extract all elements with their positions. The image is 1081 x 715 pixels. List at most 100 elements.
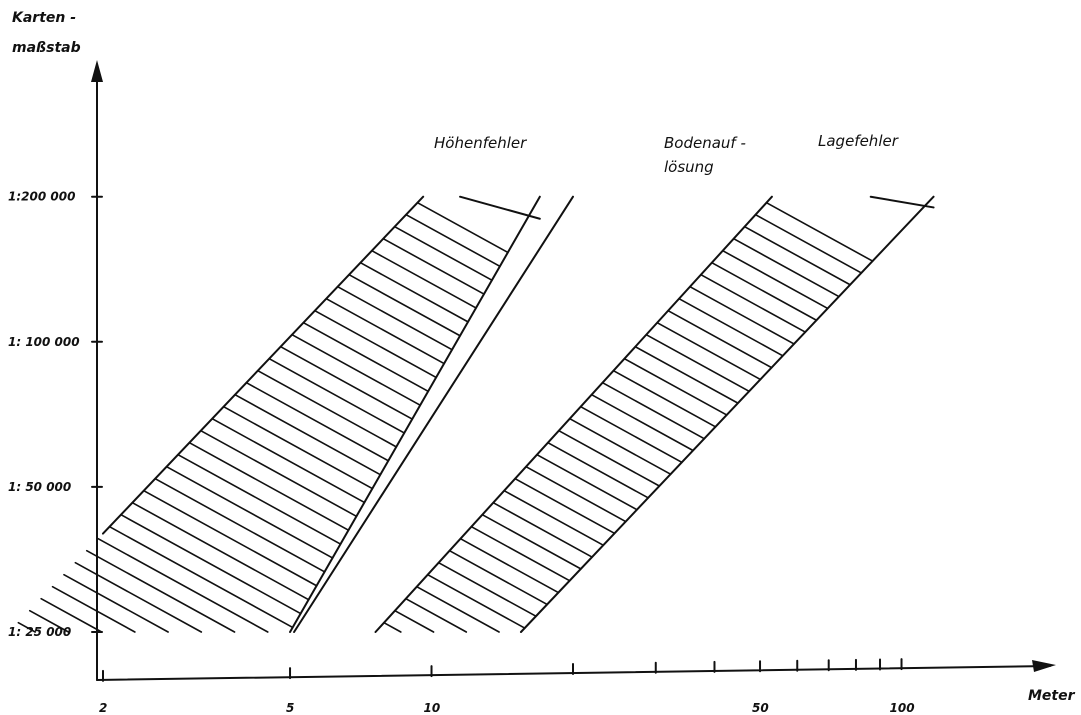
hatch-line <box>568 417 672 475</box>
hatch-line <box>470 525 571 582</box>
band-top-stroke <box>459 195 541 220</box>
y-tick-label: 1: 25 000 <box>8 625 71 639</box>
series-line <box>293 195 574 633</box>
hatch-line <box>514 477 616 535</box>
plot-area <box>17 195 935 633</box>
hatch-line <box>393 225 493 281</box>
y-tick-label: 1: 100 000 <box>8 335 80 349</box>
hatch-line <box>120 513 302 615</box>
hatch-line <box>656 321 762 381</box>
series-label-hoehenfehler: Höhenfehler <box>434 134 527 152</box>
hatch-line <box>590 393 694 452</box>
hatch-line <box>336 285 453 351</box>
hatch-line <box>74 561 203 633</box>
hatch-line <box>314 309 437 379</box>
hatch-line <box>765 201 874 262</box>
x-tick-label: 100 <box>890 701 915 715</box>
hatch-line <box>85 549 236 633</box>
hatch-line <box>245 381 390 462</box>
hatch-line <box>51 585 136 633</box>
hatch-line <box>359 261 469 323</box>
hatch-line <box>547 441 649 499</box>
y-axis-ticks: 1: 25 000 1: 50 000 1: 100 000 1:200 000 <box>8 190 103 639</box>
axes <box>91 60 1056 681</box>
hatch-line <box>721 249 829 310</box>
hatch-line <box>405 213 501 268</box>
hatch-line <box>371 249 477 309</box>
y-tick-label: 1: 50 000 <box>8 480 71 494</box>
hatch-line <box>426 573 526 629</box>
hatch-line <box>732 237 840 298</box>
hatch-line <box>348 273 461 337</box>
hatch-line <box>492 501 593 558</box>
y-axis-arrowhead <box>91 60 103 82</box>
hatch-line <box>700 273 807 333</box>
hatch-line <box>645 333 750 393</box>
hatch-line <box>416 201 509 254</box>
hatch-line <box>743 225 851 286</box>
hatch-line <box>279 345 414 420</box>
hatch-line <box>199 429 358 518</box>
hatch-line <box>558 429 661 487</box>
hatch-line <box>667 309 773 369</box>
hatch-line <box>579 405 683 464</box>
hatch-line <box>188 441 350 531</box>
series-label-bodenaufloesung-line2: lösung <box>664 158 714 176</box>
hatch-line <box>28 609 70 633</box>
hatch-line <box>325 297 445 365</box>
x-tick-label: 10 <box>424 701 441 715</box>
hatch-line <box>525 465 627 523</box>
hatch-line <box>623 357 728 416</box>
hatch-line <box>415 585 500 633</box>
y-axis-title-line2: maßstab <box>12 40 81 56</box>
hatch-line <box>222 405 374 490</box>
hatch-line <box>394 609 435 633</box>
series-2 <box>374 195 935 633</box>
band-top-stroke <box>869 195 935 209</box>
hatch-line <box>234 393 382 476</box>
hatch-line <box>448 549 548 606</box>
hatch-line <box>142 489 318 587</box>
x-tick-label: 2 <box>99 701 107 715</box>
band-lower-edge <box>102 195 425 535</box>
hatch-line <box>17 621 37 633</box>
hatch-line <box>459 537 560 594</box>
band-upper-edge <box>289 195 541 633</box>
hatch-line <box>481 513 582 570</box>
hatch-line <box>437 561 537 618</box>
series-1 <box>293 195 574 633</box>
hatch-line <box>40 597 103 633</box>
hatch-line <box>754 213 863 274</box>
series-label-bodenaufloesung-line1: Bodenauf - <box>664 134 746 152</box>
hatch-line <box>601 381 706 440</box>
band-lower-edge <box>374 195 773 633</box>
hatch-line <box>503 489 605 547</box>
y-axis-title-line1: Karten - <box>12 10 76 26</box>
series-0 <box>17 195 541 633</box>
hatch-line <box>268 357 406 434</box>
hatch-line <box>211 417 366 504</box>
hatch-line <box>291 333 421 406</box>
hatch-line <box>612 369 717 428</box>
band-upper-edge <box>519 195 935 633</box>
hatch-line <box>154 477 326 573</box>
hatch-line <box>536 453 638 511</box>
hatch-line <box>97 537 269 633</box>
hatch-line <box>63 573 169 633</box>
hatch-line <box>257 369 398 448</box>
series-label-lagefehler: Lagefehler <box>818 132 899 150</box>
hatch-line <box>302 321 429 393</box>
x-tick-label: 50 <box>752 701 769 715</box>
x-tick-label: 5 <box>286 701 294 715</box>
hatch-line <box>634 345 739 404</box>
hatch-line <box>165 465 334 559</box>
hatch-line <box>108 525 294 629</box>
x-axis-ticks: 2 5 10 50 100 <box>99 658 915 715</box>
hatch-line <box>405 597 468 633</box>
hatch-line <box>382 237 485 295</box>
hatch-line <box>177 453 342 545</box>
x-axis-title: Meter <box>1028 688 1076 704</box>
y-tick-label: 1:200 000 <box>8 190 75 204</box>
hatch-line <box>131 501 310 601</box>
